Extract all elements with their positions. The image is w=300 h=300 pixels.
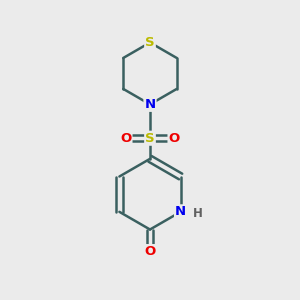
Text: O: O (169, 132, 180, 145)
Text: S: S (145, 36, 155, 49)
Text: O: O (144, 245, 156, 258)
Text: O: O (120, 132, 131, 145)
Text: N: N (175, 205, 186, 218)
Text: N: N (144, 98, 156, 111)
Text: H: H (193, 207, 203, 220)
Text: S: S (145, 132, 155, 145)
